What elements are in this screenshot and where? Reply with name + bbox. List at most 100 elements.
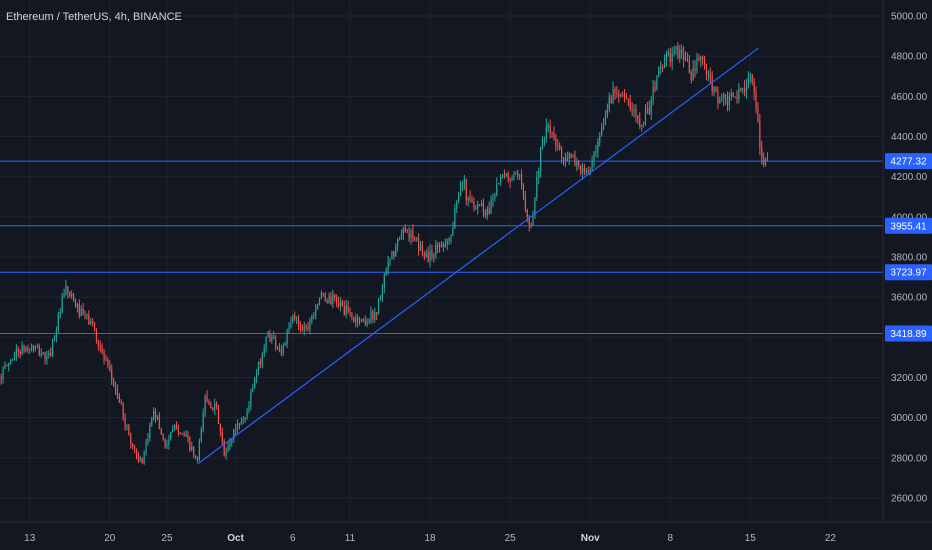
candle-body — [135, 448, 138, 455]
candle-body — [339, 301, 342, 307]
candle-body — [120, 402, 122, 404]
candle-body — [225, 451, 227, 456]
time-tick-label: 25 — [505, 533, 517, 544]
candle-body — [23, 345, 25, 352]
candle-body — [694, 68, 696, 71]
candle-body — [580, 165, 582, 174]
candle-body — [366, 322, 368, 325]
trendline[interactable] — [197, 47, 759, 465]
candle-body — [200, 429, 202, 441]
candle-body — [644, 108, 647, 123]
candle-body — [236, 423, 239, 429]
candle-body — [324, 293, 326, 301]
candle-body — [328, 295, 330, 303]
candle-body — [456, 202, 458, 209]
candle-body — [376, 312, 378, 315]
candle-body — [742, 87, 744, 90]
candle-body — [231, 439, 233, 443]
candle-body — [641, 124, 643, 127]
candle-body — [82, 308, 84, 315]
candle-body — [292, 315, 294, 323]
candle-body — [728, 95, 730, 105]
candle-body — [435, 244, 437, 255]
trendlines[interactable] — [197, 47, 759, 465]
candle-body — [397, 239, 399, 246]
candle-body — [393, 251, 395, 257]
candle-body — [572, 155, 574, 158]
candle-body — [215, 403, 218, 406]
candle-body — [175, 425, 178, 430]
candle-body — [698, 58, 700, 61]
candle-body — [406, 231, 408, 233]
candle-body — [156, 416, 159, 419]
candle-body — [398, 237, 401, 240]
candle-body — [69, 292, 71, 297]
candle-body — [357, 317, 359, 323]
candle-body — [336, 297, 338, 303]
candle-body — [517, 173, 519, 177]
candle-body — [477, 204, 479, 209]
candle-body — [431, 250, 433, 258]
candle-body — [479, 204, 481, 206]
candle-body — [316, 304, 319, 310]
candle-body — [53, 337, 56, 340]
candle-body — [322, 293, 324, 295]
candle-body — [663, 60, 666, 68]
candle-body — [130, 434, 132, 444]
candle-body — [71, 293, 73, 297]
candle-body — [198, 440, 200, 460]
candle-body — [276, 347, 279, 349]
candle-body — [6, 365, 8, 367]
candle-body — [379, 298, 382, 301]
horizontal-levels[interactable] — [0, 160, 883, 334]
candle-body — [59, 312, 61, 315]
candle-body — [63, 293, 65, 298]
candle-body — [31, 345, 33, 350]
candle-body — [320, 293, 323, 298]
candle-body — [604, 115, 607, 124]
candle-body — [309, 321, 311, 329]
candle-body — [721, 98, 723, 100]
candle-body — [557, 145, 559, 147]
candle-body — [370, 311, 372, 319]
candle-body — [126, 425, 128, 427]
candle-body — [358, 321, 361, 323]
candle-body — [166, 444, 168, 448]
candle-body — [448, 237, 450, 242]
price-tick-label: 4200.00 — [891, 172, 928, 183]
candle-body — [723, 94, 725, 99]
candle-body — [459, 183, 462, 196]
candle-body — [576, 161, 578, 167]
candle-body — [233, 430, 235, 440]
candle-body — [494, 194, 496, 198]
chart-title: Ethereum / TetherUS, 4h, BINANCE — [6, 11, 182, 23]
candle-body — [492, 197, 494, 201]
time-tick-label: 20 — [104, 533, 116, 544]
candle-body — [387, 261, 389, 271]
candle-body — [620, 94, 622, 96]
candle-body — [345, 305, 347, 315]
time-tick-label: 13 — [24, 533, 36, 544]
candle-body — [183, 433, 185, 436]
candle-body — [67, 286, 69, 293]
grid-lines — [0, 0, 883, 522]
candle-body — [536, 176, 538, 198]
candle-body — [627, 98, 629, 101]
time-axis[interactable]: 13 20 25 Oct 6 11 18 25 Nov 8 15 22 — [24, 533, 836, 544]
candle-body — [227, 445, 229, 452]
candle-body — [425, 252, 427, 258]
candle-body — [446, 241, 448, 245]
candle-body — [522, 185, 525, 198]
candle-body — [208, 401, 210, 405]
candle-body — [637, 115, 639, 120]
candle-body — [191, 446, 193, 450]
candle-body — [297, 318, 300, 325]
candle-body — [602, 123, 605, 129]
candle-body — [389, 258, 391, 262]
candle-body — [496, 183, 498, 195]
candle-body — [326, 300, 328, 303]
candle-body — [74, 300, 77, 308]
candle-body — [223, 440, 225, 456]
